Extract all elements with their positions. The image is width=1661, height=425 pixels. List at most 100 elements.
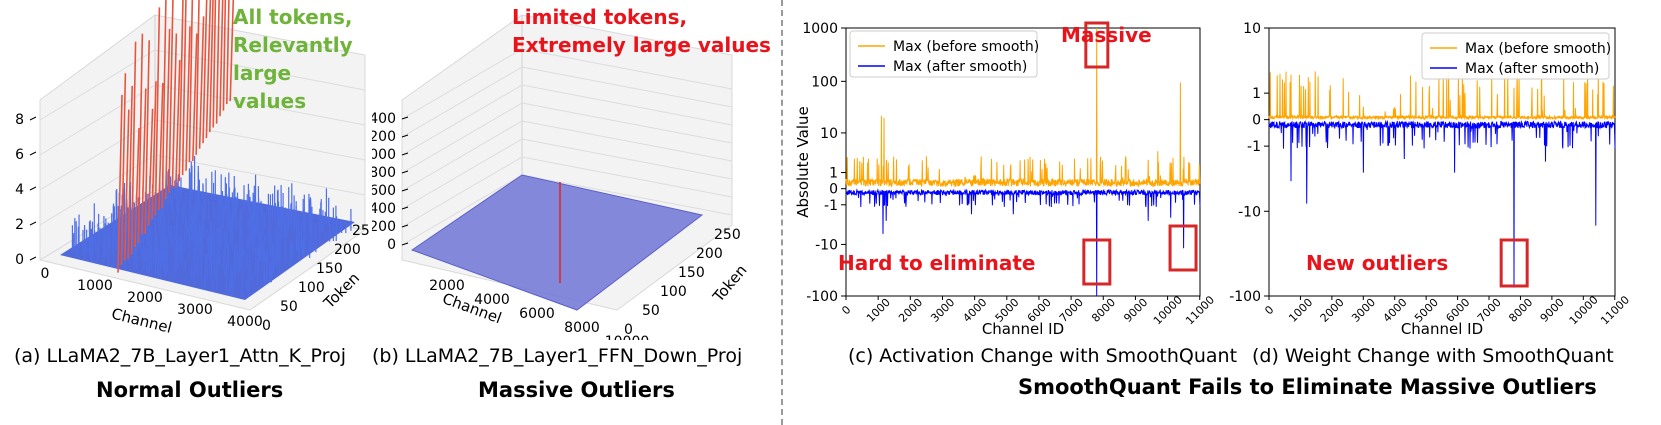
panel-d-series-line (1268, 71, 1616, 121)
panel-d-x-tick-label: 0 (1262, 303, 1276, 317)
panel-d-y-tick-label: 1 (1252, 86, 1261, 102)
panel-b-gridline (521, 156, 733, 198)
panel-b-z-tick-mark (401, 206, 409, 210)
panel-b-annotation: Limited tokens, Extremely large values (512, 3, 771, 59)
panel-a-outlier-spike (127, 85, 133, 259)
panel-b-gridline (401, 84, 523, 156)
panel-a-outlier-spike (175, 59, 181, 188)
panel-d-series-0 (1268, 71, 1616, 121)
panel-c-x-tick-label: 2000 (896, 296, 925, 325)
panel-a-gridline (154, 49, 366, 91)
panel-a-gridline (39, 119, 156, 191)
panel-a-z-tick-mark (29, 151, 37, 156)
panel-d-legend-label: Max (before smooth) (1465, 41, 1611, 57)
panel-c-legend-label: Max (before smooth) (893, 39, 1039, 55)
panel-c-x-tick-label: 8000 (1089, 296, 1118, 325)
panel-c-y-axis-label: Absolute Value (794, 106, 812, 218)
panel-d-y-tick-label: -10 (1238, 204, 1261, 220)
panel-b-y-tick-label: 150 (678, 265, 705, 281)
panel-b-gridline (401, 138, 523, 210)
panel-b-annotation-line1: Limited tokens, (512, 5, 688, 29)
section-divider (781, 0, 783, 425)
panel-b-gridline (401, 48, 523, 120)
panel-d-y-tick-label: -100 (1229, 289, 1261, 305)
panel-c-x-tick-label: 9000 (1121, 296, 1150, 325)
panel-c-y-tick-label: -1 (824, 198, 838, 214)
panel-b-x-tick-label: 4000 (474, 292, 510, 308)
panel-b-z-tick-mark (401, 152, 409, 156)
panel-b-y-label: Token (709, 261, 751, 306)
panel-b-z-tick-label: 400 (372, 201, 396, 217)
panel-a-gridline (39, 84, 156, 156)
panel-c-legend: Max (before smooth) Max (after smooth) (849, 30, 1039, 78)
panel-a-y-tick-label: 100 (298, 280, 325, 296)
panel-a-y-tick-label: 150 (316, 261, 343, 277)
panel-b-z-tick-label: 800 (372, 165, 396, 181)
panel-a-outlier-spike (147, 108, 154, 226)
panel-a-z-tick-label: 2 (15, 217, 24, 233)
panel-a-outlier-spike (188, 0, 194, 163)
panel-a-outlier-spike (161, 0, 167, 208)
panel-a-x-tick-label: 4000 (227, 314, 263, 330)
panel-c-x-tick-label: 1000 (864, 296, 893, 325)
panel-d-x-tick-label: 8000 (1506, 296, 1535, 325)
panel-a-z-tick-mark (29, 186, 37, 191)
panel-d-annotation-new: New outliers (1306, 251, 1448, 275)
panel-a-outlier-spike (154, 7, 161, 216)
panel-a-outlier-spike (168, 0, 174, 193)
panel-d-y-tick-label: 0 (1252, 113, 1261, 129)
panel-a-x-ticks: 0 1000 2000 3000 4000 (41, 266, 263, 330)
panel-c-caption: (c) Activation Change with SmoothQuant (848, 345, 1238, 367)
panel-c-y-tick-label: 100 (811, 74, 838, 90)
panel-a-outlier-spike (219, 0, 224, 117)
panel-a-y-tick-label: 50 (280, 299, 298, 315)
panel-d-highlight-new (1499, 238, 1529, 288)
panel-b-gridline (401, 174, 523, 246)
panel-b-y-tick-label: 0 (624, 322, 633, 338)
panel-a-z-tick-label: 0 (15, 252, 24, 268)
panel-a-outlier-spike (164, 28, 171, 200)
panel-a-z-tick-label: 8 (15, 112, 24, 128)
panel-d-legend-box (1421, 32, 1610, 80)
panel-a-outlier-spike (158, 82, 164, 210)
panel-d-x-tick-label: 9000 (1538, 296, 1567, 325)
panel-a-outlier-spike (130, 41, 137, 255)
panel-a-outlier-spike (212, 0, 217, 128)
panel-b-x-tick-label: 2000 (429, 278, 465, 294)
panel-a-outlier-spike (198, 16, 205, 149)
panel-b-z-tick-label: 1400 (372, 111, 396, 127)
panel-c-highlight-hard (1082, 238, 1112, 286)
panel-b-z-tick-mark (401, 242, 409, 246)
panel-d-series-1 (1268, 119, 1616, 288)
panel-d: 10 1 0 -1 -10 -100 0 1000 2000 3000 4000 5000 6000 70… (1224, 0, 1661, 345)
panel-a-z-tick-mark (29, 221, 37, 226)
panel-b-y-tick-label: 250 (714, 227, 741, 243)
panel-a-outlier-spike (192, 33, 198, 162)
panel-a-outlier-spike (185, 26, 191, 171)
panel-b-gridline (521, 48, 733, 90)
panel-a-outlier-spike (215, 0, 220, 124)
panel-a-outlier-spike (117, 94, 123, 273)
panel-d-x-tick-label: 3000 (1349, 296, 1378, 325)
panel-a-z-ticks: 0 2 4 6 8 (15, 112, 37, 268)
panel-a-outlier-spike (137, 33, 144, 244)
panel-c-highlight-hard-2 (1168, 224, 1198, 272)
panel-b-gridline (521, 84, 733, 126)
panel-b-z-tick-mark (401, 224, 409, 228)
panel-a-group-label: Normal Outliers (96, 378, 284, 402)
panel-b-gridline (521, 120, 733, 162)
panel-b-x-tick-label: 8000 (564, 320, 600, 336)
panel-b-gridline (521, 174, 733, 216)
panel-d-caption: (d) Weight Change with SmoothQuant (1252, 345, 1614, 367)
panel-b-gridline (521, 138, 733, 180)
panel-a-outlier-spike (222, 0, 227, 111)
panel-b-z-tick-label: 200 (372, 219, 396, 235)
panel-b-gridline (401, 102, 523, 174)
panel-c-x-tick-label: 3000 (928, 296, 957, 325)
panel-b-z-tick-label: 1000 (372, 147, 396, 163)
panel-b-z-tick-mark (401, 116, 409, 120)
panel-b-z-tick-mark (401, 134, 409, 138)
panel-c-y-tick-label: 0 (829, 182, 838, 198)
